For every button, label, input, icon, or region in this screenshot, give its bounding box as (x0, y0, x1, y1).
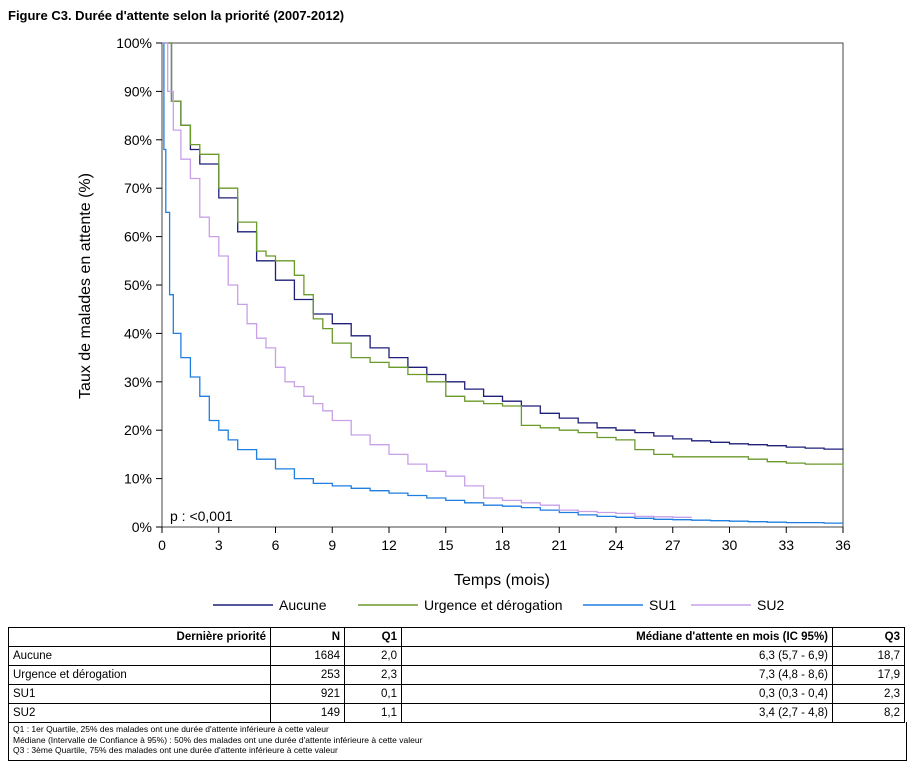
table-row: Aucune 1684 2,0 6,3 (5,7 - 6,9) 18,7 (8, 646, 905, 666)
cell-n: 1684 (270, 646, 345, 666)
y-tick-label: 60% (124, 229, 152, 245)
x-tick-label: 36 (835, 537, 851, 553)
x-tick-label: 0 (158, 537, 166, 553)
legend-label-2: Urgence et dérogation (424, 597, 563, 613)
y-tick-label: 70% (124, 180, 152, 196)
cell-q3: 17,9 (832, 665, 905, 685)
x-tick-label: 24 (608, 537, 624, 553)
note-median: Médiane (Intervalle de Confiance à 95%) … (13, 734, 423, 745)
results-table: Dernière priorité N Q1 Médiane d'attente… (8, 627, 905, 723)
cell-median: 3,4 (2,7 - 4,8) (401, 703, 833, 723)
x-tick-label: 18 (495, 537, 511, 553)
x-tick-label: 9 (328, 537, 336, 553)
col-header-q1: Q1 (344, 627, 402, 647)
p-value-annotation: p : <0,001 (170, 508, 233, 524)
col-header-n: N (270, 627, 345, 647)
col-header-q3: Q3 (832, 627, 905, 647)
x-tick-label: 21 (551, 537, 567, 553)
cell-q3: 2,3 (832, 684, 905, 704)
legend-label-4: SU2 (757, 597, 784, 613)
note-q1: Q1 : 1er Quartile, 25% des malades ont u… (13, 724, 329, 734)
table-row: SU2 149 1,1 3,4 (2,7 - 4,8) 8,2 (8, 703, 905, 723)
x-tick-label: 3 (215, 537, 223, 553)
figure-title: Figure C3. Durée d'attente selon la prio… (8, 8, 345, 23)
series-line-2 (162, 42, 844, 467)
x-axis-label: Temps (mois) (454, 572, 550, 589)
x-tick-label: 30 (722, 537, 738, 553)
cell-q1: 2,3 (344, 665, 402, 685)
legend-label-1: Aucune (279, 597, 327, 613)
x-tick-label: 12 (381, 537, 397, 553)
cell-n: 921 (270, 684, 345, 704)
x-tick-label: 27 (665, 537, 681, 553)
y-tick-label: 80% (124, 132, 152, 148)
survival-chart: 0 3 6 9 12 15 18 21 24 27 30 33 36 0%10%20%30%40%50%… (77, 35, 851, 613)
series-line-3 (162, 42, 844, 524)
table-header-row: Dernière priorité N Q1 Médiane d'attente… (8, 627, 905, 647)
x-tick-label: 15 (438, 537, 454, 553)
table-row: Urgence et dérogation 253 2,3 7,3 (4,8 -… (8, 665, 905, 685)
x-tick-label: 33 (778, 537, 794, 553)
cell-q1: 1,1 (344, 703, 402, 723)
cell-n: 149 (270, 703, 345, 723)
y-axis-label: Taux de malades en attente (%) (77, 173, 94, 399)
col-header-median: Médiane d'attente en mois (IC 95%) (401, 627, 833, 647)
y-tick-label: 30% (124, 374, 152, 390)
cell-priority: Urgence et dérogation (8, 665, 271, 685)
y-tick-label: 90% (124, 83, 152, 99)
y-tick-label: 20% (124, 422, 152, 438)
table-row: SU1 921 0,1 0,3 (0,3 - 0,4) 2,3 (8, 684, 905, 704)
y-tick-label: 50% (124, 277, 152, 293)
y-tick-label: 10% (124, 471, 152, 487)
series-line-4 (162, 42, 692, 518)
note-q3: Q3 : 3ème Quartile, 75% des malades ont … (13, 745, 338, 755)
cell-median: 6,3 (5,7 - 6,9) (401, 646, 833, 666)
table-notes: Q1 : 1er Quartile, 25% des malades ont u… (8, 722, 907, 761)
y-tick-label: 40% (124, 325, 152, 341)
cell-median: 0,3 (0,3 - 0,4) (401, 684, 833, 704)
cell-priority: SU2 (8, 703, 271, 723)
cell-q3: 8,2 (832, 703, 905, 723)
cell-n: 253 (270, 665, 345, 685)
series-line-1 (162, 42, 844, 450)
legend-label-3: SU1 (649, 597, 676, 613)
y-tick-label: 100% (116, 35, 152, 51)
col-header-priority: Dernière priorité (8, 627, 271, 647)
cell-q3: 18,7 (832, 646, 905, 666)
cell-q1: 0,1 (344, 684, 402, 704)
cell-median: 7,3 (4,8 - 8,6) (401, 665, 833, 685)
x-tick-label: 6 (272, 537, 280, 553)
cell-priority: SU1 (8, 684, 271, 704)
cell-q1: 2,0 (344, 646, 402, 666)
y-tick-label: 0% (132, 519, 152, 535)
cell-priority: Aucune (8, 646, 271, 666)
plot-frame (161, 42, 844, 528)
